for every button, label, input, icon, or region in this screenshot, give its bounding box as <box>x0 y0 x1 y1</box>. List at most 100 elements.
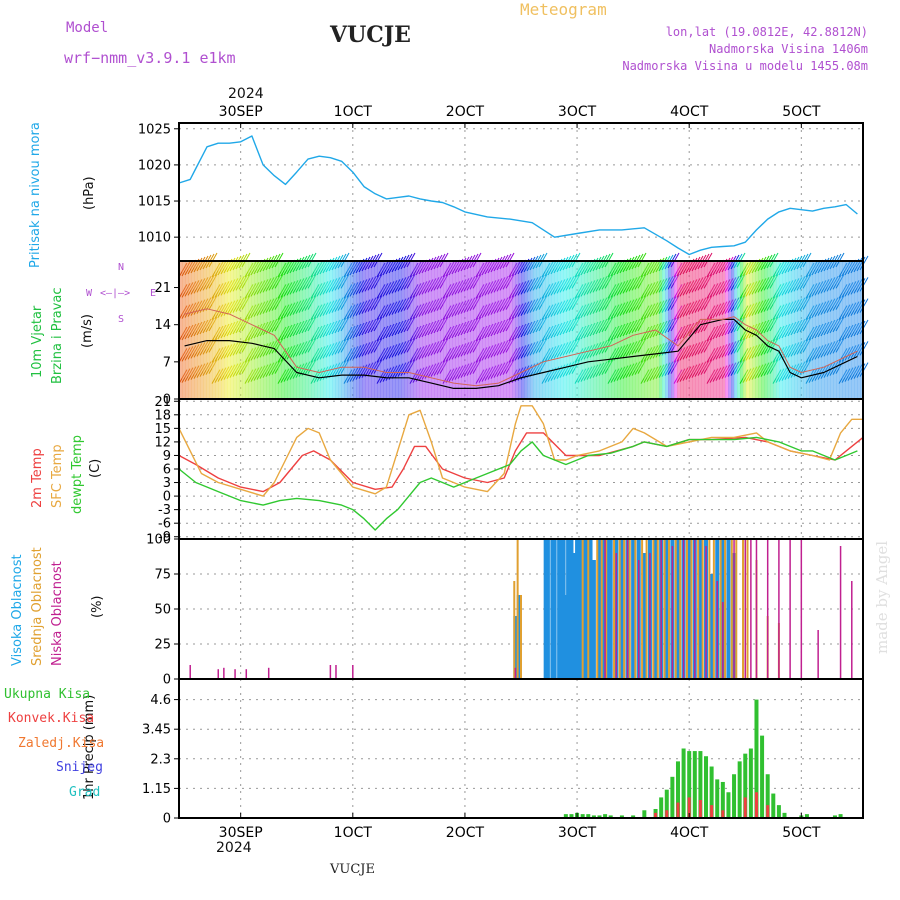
wind-color-band <box>407 261 411 399</box>
wind-color-band <box>248 261 252 399</box>
wind-color-band <box>233 261 237 399</box>
wind-color-band <box>836 261 840 399</box>
cloud-bar-high <box>597 539 602 679</box>
wind-color-band <box>347 261 351 399</box>
wind-color-band <box>770 261 774 399</box>
cloud-bar-low <box>694 539 696 679</box>
y-tick-label: 21 <box>154 395 171 410</box>
cloud-bar-low <box>817 630 819 679</box>
wind-color-band <box>713 261 717 399</box>
wind-speed-line <box>184 318 858 389</box>
wind-color-band <box>182 261 186 399</box>
temp-2m-line <box>178 432 864 493</box>
cloud-bar-high <box>675 539 680 679</box>
wind-color-band <box>521 261 525 399</box>
precip-total-bar <box>704 756 709 818</box>
cloud-bar-high <box>584 539 589 679</box>
cloud-bar-mid <box>513 581 516 679</box>
wind-color-band <box>383 261 387 399</box>
cloud-bar-low <box>744 539 747 679</box>
wind-color-band <box>179 261 183 399</box>
wind-color-band <box>554 261 558 399</box>
cloud-bar-low <box>335 665 337 679</box>
wind-color-band <box>431 261 435 399</box>
wind-color-band <box>242 261 246 399</box>
cloud-bar-mid <box>587 539 590 679</box>
wind-color-band <box>842 261 846 399</box>
wind-color-band <box>680 261 684 399</box>
wind-color-band <box>341 261 345 399</box>
wind-color-band <box>416 261 420 399</box>
y-tick-label: 75 <box>154 568 171 583</box>
cloud-bar-high <box>577 539 582 679</box>
wind-color-band <box>314 261 318 399</box>
wind-color-band <box>329 261 333 399</box>
wind-color-band <box>854 261 858 399</box>
y-tick-label: 1020 <box>138 158 171 173</box>
cloud-bar-mid <box>674 539 677 679</box>
cloud-bar-high <box>631 539 636 679</box>
pressure-line <box>178 135 858 256</box>
wind-color-band <box>779 261 783 399</box>
wind-color-band <box>356 261 360 399</box>
wind-color-band <box>482 261 486 399</box>
wind-color-band <box>647 261 651 399</box>
temp-dewpt-line <box>178 436 858 531</box>
wind-color-band <box>491 261 495 399</box>
wind-color-band <box>803 261 807 399</box>
wind-color-band <box>710 261 714 399</box>
wind-color-band <box>509 261 513 399</box>
cloud-bar-mid <box>634 539 637 679</box>
cloud-bar-mid <box>516 539 519 679</box>
wind-color-band <box>299 261 303 399</box>
cloud-bar-high <box>575 539 580 679</box>
precip-total-bar <box>597 815 602 818</box>
legend-zaledj-kisa: Zaledj.Kisa <box>18 736 105 751</box>
precip-total-bar <box>776 805 781 818</box>
temp-unit: (C) <box>88 458 103 478</box>
compass-s-label: S <box>118 314 125 325</box>
precip-total-bar <box>586 814 591 818</box>
precip-total-bar <box>748 748 753 818</box>
precip-total-bar <box>591 815 596 818</box>
wind-color-band <box>308 261 312 399</box>
cloud-bar-high <box>550 539 555 679</box>
cloud-bar-low <box>789 539 791 679</box>
y-tick-label: 3.45 <box>142 723 171 738</box>
wind-color-band <box>851 261 855 399</box>
x-tick-label-bottom: 2OCT <box>446 825 485 841</box>
wind-color-band <box>473 261 477 399</box>
wind-color-band <box>428 261 432 399</box>
cloud-bar-low <box>716 581 718 679</box>
wind-color-band <box>650 261 654 399</box>
wind-color-band <box>392 261 396 399</box>
cloud-bar-low <box>234 669 236 679</box>
precip-total-bar <box>563 814 568 818</box>
wind-color-band <box>278 261 282 399</box>
cloud-bar-high <box>513 616 518 679</box>
temp-ylabel-sfc: SFC Temp <box>50 444 65 508</box>
wind-ylabel-1: 10m Vjetar <box>30 305 45 378</box>
cloud-bar-low <box>800 539 803 679</box>
wind-color-band <box>644 261 648 399</box>
wind-color-band <box>728 261 732 399</box>
y-tick-label: -3 <box>158 503 171 518</box>
cloud-bar-high <box>642 553 647 679</box>
cloud-bar-high <box>516 595 521 679</box>
wind-color-band <box>707 261 711 399</box>
cloud-bar-low <box>671 546 674 679</box>
wind-color-band <box>674 261 678 399</box>
precip-total-bar <box>687 751 692 818</box>
wind-color-band <box>221 261 225 399</box>
wind-color-band <box>512 261 516 399</box>
x-tick-label-top: 30SEP <box>219 104 263 120</box>
legend-snijeg: Snijeg <box>56 760 103 775</box>
wind-color-band <box>785 261 789 399</box>
wind-color-band <box>188 261 192 399</box>
wind-color-band <box>485 261 489 399</box>
wind-color-band <box>293 261 297 399</box>
wind-color-band <box>626 261 630 399</box>
y-tick-label: 15 <box>154 422 171 437</box>
wind-color-band <box>584 261 588 399</box>
precip-convective-bar <box>766 805 770 818</box>
